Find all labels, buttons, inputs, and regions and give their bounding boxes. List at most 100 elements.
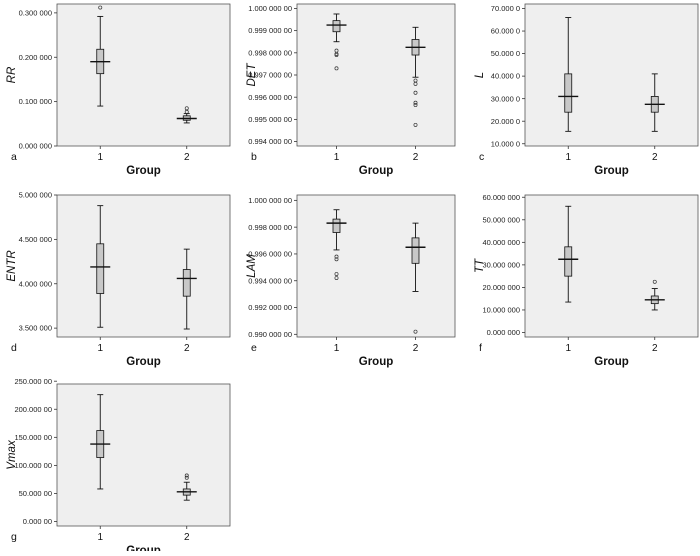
outlier-point [184,109,189,114]
iqr-box [332,20,341,33]
y-tick-label: 0.000 00 [23,517,52,526]
x-tick-label: 1 [97,532,103,543]
panel-label: f [479,342,482,354]
iqr-box [564,246,573,277]
iqr-box [564,73,573,113]
y-tick-label: 0.998 000 00 [248,223,292,232]
outlier-point [98,5,103,10]
box-group-1 [90,205,111,328]
y-tick-label: 0.200 000 [19,53,52,62]
x-axis-label: Group [359,356,394,368]
y-axis-label: L [474,72,486,78]
plot-area [524,194,699,338]
y-tick-label: 0.998 000 00 [248,48,292,57]
outlier-point [413,81,418,86]
y-axis-label: RR [6,67,18,84]
y-tick-label: 5.000 000 [19,191,52,200]
x-tick-label: 1 [97,343,103,354]
y-tick-label: 70.000 0 [491,4,520,13]
y-tick-label: 20.000 000 [482,283,520,292]
iqr-box [411,237,420,264]
x-axis-label: Group [594,165,629,177]
y-tick-label: 0.996 000 00 [248,93,292,102]
panel-b: 0.994 000 00 0.995 000 00 0.996 000 00 0.99… [246,3,456,177]
x-tick-label: 2 [184,343,190,354]
panel-d: 3.500 000 4.000 000 4.500 000 5.000 000 1 2 Gr… [6,191,231,368]
y-tick-label: 60.000 0 [491,27,520,36]
box-group-2 [405,26,426,127]
outlier-point [334,53,339,57]
outlier-point [184,106,189,111]
panel-label: b [251,151,257,163]
y-tick-label: 60.000 000 [482,193,520,202]
x-axis-label: Group [359,165,394,177]
panel-f: 0.000 000 10.000 000 20.000 000 30.000 000 4… [474,193,699,368]
y-tick-label: 250.000 00 [14,377,52,386]
outlier-point [334,276,339,281]
panel-c: 10.000 0 20.000 0 30.000 0 40.000 0 50.000 0… [474,3,699,177]
y-axis-label: ENTR [6,250,18,281]
x-axis-label: Group [126,165,161,177]
x-tick-label: 2 [652,343,658,354]
outlier-point [413,122,418,127]
y-axis-label: DET [246,63,258,87]
box-group-2 [405,222,426,334]
box-group-2 [644,279,665,311]
box-group-1 [558,205,579,303]
panel-label: e [251,342,257,354]
x-tick-label: 1 [97,152,103,163]
y-tick-label: 50.000 00 [19,489,52,498]
y-tick-label: 0.990 000 00 [248,330,292,339]
y-tick-label: 4.000 000 [19,279,52,288]
plot-area [524,3,699,147]
y-tick-label: 0.300 000 [19,8,52,17]
y-tick-label: 30.000 000 [482,260,520,269]
plot-area [56,383,231,527]
box-group-2 [644,73,665,132]
x-axis-label: Group [594,356,629,368]
y-tick-label: 0.000 000 [487,328,520,337]
x-tick-label: 1 [565,343,571,354]
y-axis-label: LAM [246,254,258,278]
x-tick-label: 2 [652,152,658,163]
outlier-point [413,103,418,107]
y-tick-label: 0.994 000 00 [248,276,292,285]
outlier-point [413,90,418,95]
x-axis-label: Group [126,356,161,368]
plot-area [296,194,456,338]
x-tick-label: 2 [413,152,419,163]
y-tick-label: 0.992 000 00 [248,303,292,312]
y-tick-label: 4.500 000 [19,235,52,244]
plot-area [56,194,231,338]
outlier-point [184,473,189,478]
y-tick-label: 0.000 000 [19,142,52,151]
x-axis-label: Group [126,545,161,551]
y-tick-label: 0.100 000 [19,97,52,106]
plot-area [296,3,456,147]
y-tick-label: 40.000 000 [482,238,520,247]
outlier-point [652,279,657,284]
outlier-point [184,475,189,480]
box-group-2 [176,106,197,124]
panel-g: 0.000 00 50.000 00 100.000 00 150.000 00 200… [6,377,231,556]
y-tick-label: 150.000 00 [14,433,52,442]
y-tick-label: 0.997 000 00 [248,71,292,80]
outlier-point [334,66,339,71]
y-tick-label: 20.000 0 [491,117,520,126]
panel-label: c [479,151,484,163]
x-tick-label: 1 [334,152,340,163]
box-group-2 [176,248,197,330]
box-group-2 [176,473,197,501]
panel-label: d [11,342,17,354]
y-tick-label: 10.000 000 [482,306,520,315]
x-tick-label: 1 [565,152,571,163]
y-tick-label: 200.000 00 [14,405,52,414]
y-axis-label: Vmax [6,439,18,470]
y-tick-label: 0.999 000 00 [248,26,292,35]
y-tick-label: 30.000 0 [491,94,520,103]
y-tick-label: 50.000 000 [482,215,520,224]
outlier-point [334,257,339,262]
y-tick-label: 0.995 000 00 [248,115,292,124]
box-group-1 [326,209,347,281]
